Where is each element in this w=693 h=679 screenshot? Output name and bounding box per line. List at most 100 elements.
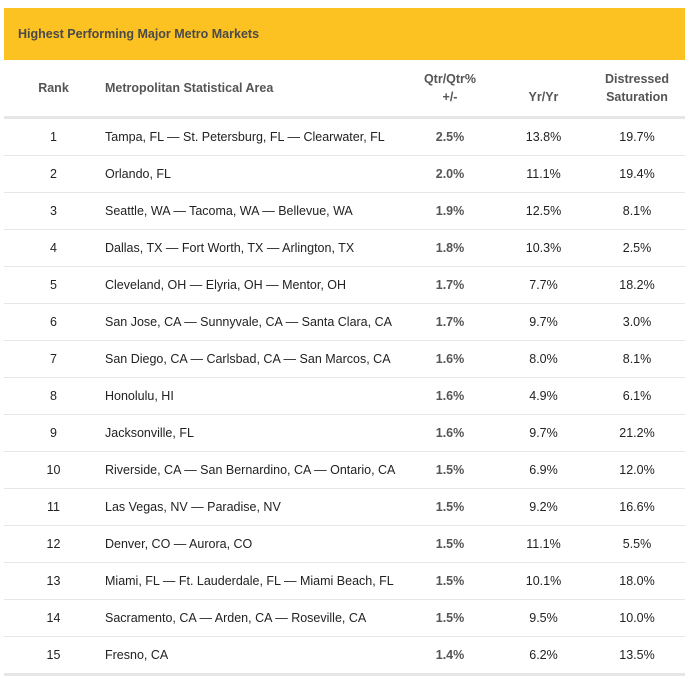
table-header: Rank Metropolitan Statistical Area Qtr/Q… (4, 60, 685, 119)
cell-area: Sacramento, CA — Arden, CA — Roseville, … (103, 599, 402, 637)
cell-area: Orlando, FL (103, 155, 402, 193)
cell-distressed-saturation: 3.0% (589, 303, 685, 341)
table-row: 4 Dallas, TX — Fort Worth, TX — Arlington… (4, 229, 685, 267)
header-dist-line1: Distressed (605, 72, 669, 86)
cell-area: Jacksonville, FL (103, 414, 402, 452)
cell-rank: 4 (4, 229, 103, 267)
cell-rank: 10 (4, 451, 103, 489)
cell-rank: 5 (4, 266, 103, 304)
header-qtr: Qtr/Qtr% +/- (402, 60, 498, 119)
header-dist-line2: Saturation (606, 90, 668, 104)
cell-rank: 13 (4, 562, 103, 600)
cell-area: Denver, CO — Aurora, CO (103, 525, 402, 563)
cell-qtr-change: 1.7% (402, 303, 498, 341)
cell-rank: 6 (4, 303, 103, 341)
cell-qtr-change: 1.4% (402, 636, 498, 676)
cell-distressed-saturation: 2.5% (589, 229, 685, 267)
header-yr-label: Yr/Yr (528, 90, 559, 104)
header-yr: Yr/Yr (498, 60, 589, 119)
cell-rank: 15 (4, 636, 103, 676)
table-row: 13 Miami, FL — Ft. Lauderdale, FL — Miami… (4, 562, 685, 600)
cell-yr-change: 9.7% (498, 303, 589, 341)
cell-yr-change: 10.3% (498, 229, 589, 267)
table-body: 1 Tampa, FL — St. Petersburg, FL — Clearw… (4, 117, 685, 676)
cell-qtr-change: 1.5% (402, 525, 498, 563)
cell-area: Honolulu, HI (103, 377, 402, 415)
cell-yr-change: 6.9% (498, 451, 589, 489)
header-qtr-line1: Qtr/Qtr% (423, 72, 477, 86)
cell-area: Fresno, CA (103, 636, 402, 676)
cell-area: Las Vegas, NV — Paradise, NV (103, 488, 402, 526)
cell-yr-change: 8.0% (498, 340, 589, 378)
cell-distressed-saturation: 19.4% (589, 155, 685, 193)
cell-yr-change: 13.8% (498, 117, 589, 156)
cell-distressed-saturation: 13.5% (589, 636, 685, 676)
cell-area: Dallas, TX — Fort Worth, TX — Arlington,… (103, 229, 402, 267)
cell-qtr-change: 1.8% (402, 229, 498, 267)
cell-qtr-change: 2.0% (402, 155, 498, 193)
table-row: 5 Cleveland, OH — Elyria, OH — Mentor, OH… (4, 266, 685, 304)
cell-distressed-saturation: 5.5% (589, 525, 685, 563)
cell-qtr-change: 1.7% (402, 266, 498, 304)
cell-distressed-saturation: 12.0% (589, 451, 685, 489)
table-row: 3 Seattle, WA — Tacoma, WA — Bellevue, WA… (4, 192, 685, 230)
table-title: Highest Performing Major Metro Markets (18, 27, 260, 41)
metro-markets-table: Rank Metropolitan Statistical Area Qtr/Q… (4, 60, 685, 676)
cell-qtr-change: 1.5% (402, 488, 498, 526)
metro-markets-table-container: Highest Performing Major Metro Markets R… (4, 8, 685, 676)
cell-yr-change: 9.5% (498, 599, 589, 637)
cell-area: Miami, FL — Ft. Lauderdale, FL — Miami B… (103, 562, 402, 600)
table-row: 2 Orlando, FL 2.0% 11.1% 19.4% (4, 155, 685, 193)
cell-qtr-change: 2.5% (402, 117, 498, 156)
cell-area: Cleveland, OH — Elyria, OH — Mentor, OH (103, 266, 402, 304)
cell-distressed-saturation: 8.1% (589, 340, 685, 378)
header-area: Metropolitan Statistical Area (103, 60, 402, 119)
table-row: 7 San Diego, CA — Carlsbad, CA — San Marc… (4, 340, 685, 378)
cell-distressed-saturation: 8.1% (589, 192, 685, 230)
cell-qtr-change: 1.6% (402, 414, 498, 452)
table-row: 11 Las Vegas, NV — Paradise, NV 1.5% 9.2% 16… (4, 488, 685, 526)
table-row: 12 Denver, CO — Aurora, CO 1.5% 11.1% 5.5% (4, 525, 685, 563)
cell-rank: 3 (4, 192, 103, 230)
cell-distressed-saturation: 21.2% (589, 414, 685, 452)
table-row: 6 San Jose, CA — Sunnyvale, CA — Santa Cl… (4, 303, 685, 341)
cell-area: San Diego, CA — Carlsbad, CA — San Marco… (103, 340, 402, 378)
cell-qtr-change: 1.6% (402, 377, 498, 415)
cell-yr-change: 10.1% (498, 562, 589, 600)
table-row: 9 Jacksonville, FL 1.6% 9.7% 21.2% (4, 414, 685, 452)
cell-qtr-change: 1.9% (402, 192, 498, 230)
cell-qtr-change: 1.5% (402, 562, 498, 600)
table-row: 15 Fresno, CA 1.4% 6.2% 13.5% (4, 636, 685, 676)
cell-qtr-change: 1.5% (402, 451, 498, 489)
cell-rank: 8 (4, 377, 103, 415)
cell-distressed-saturation: 19.7% (589, 117, 685, 156)
cell-rank: 7 (4, 340, 103, 378)
header-row: Rank Metropolitan Statistical Area Qtr/Q… (4, 60, 685, 119)
cell-yr-change: 7.7% (498, 266, 589, 304)
header-distressed: Distressed Saturation (589, 60, 685, 119)
cell-rank: 11 (4, 488, 103, 526)
cell-rank: 2 (4, 155, 103, 193)
cell-area: Tampa, FL — St. Petersburg, FL — Clearwa… (103, 117, 402, 156)
table-row: 10 Riverside, CA — San Bernardino, CA — O… (4, 451, 685, 489)
cell-yr-change: 11.1% (498, 525, 589, 563)
cell-yr-change: 4.9% (498, 377, 589, 415)
cell-yr-change: 11.1% (498, 155, 589, 193)
cell-yr-change: 12.5% (498, 192, 589, 230)
cell-distressed-saturation: 18.0% (589, 562, 685, 600)
cell-distressed-saturation: 10.0% (589, 599, 685, 637)
cell-yr-change: 9.7% (498, 414, 589, 452)
cell-area: Riverside, CA — San Bernardino, CA — Ont… (103, 451, 402, 489)
header-qtr-line2: +/- (442, 90, 458, 104)
cell-rank: 1 (4, 117, 103, 156)
cell-area: San Jose, CA — Sunnyvale, CA — Santa Cla… (103, 303, 402, 341)
cell-qtr-change: 1.6% (402, 340, 498, 378)
table-row: 14 Sacramento, CA — Arden, CA — Roseville… (4, 599, 685, 637)
cell-qtr-change: 1.5% (402, 599, 498, 637)
table-row: 8 Honolulu, HI 1.6% 4.9% 6.1% (4, 377, 685, 415)
cell-rank: 14 (4, 599, 103, 637)
cell-rank: 9 (4, 414, 103, 452)
header-rank: Rank (4, 60, 103, 119)
cell-rank: 12 (4, 525, 103, 563)
table-title-banner: Highest Performing Major Metro Markets (4, 8, 685, 60)
